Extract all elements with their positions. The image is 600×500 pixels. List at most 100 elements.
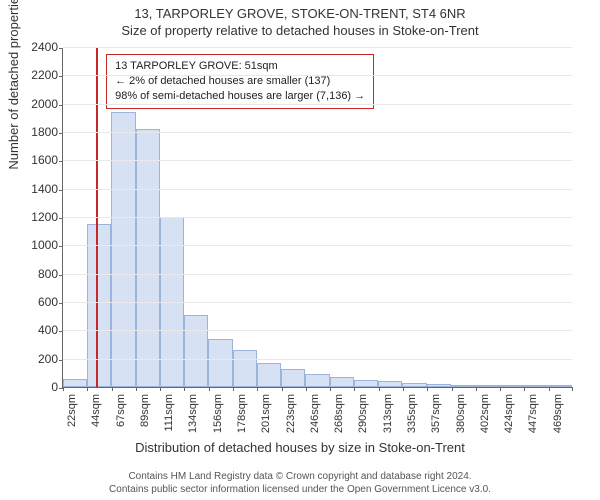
plot-area: 13 TARPORLEY GROVE: 51sqm← 2% of detache…: [62, 48, 572, 388]
gridline: [63, 47, 572, 48]
title-main: 13, TARPORLEY GROVE, STOKE-ON-TRENT, ST4…: [0, 6, 600, 21]
xtick-mark: [572, 387, 573, 391]
bar: [475, 385, 499, 387]
bar: [136, 129, 160, 387]
bar-inner: [111, 112, 135, 387]
chart-container: 13, TARPORLEY GROVE, STOKE-ON-TRENT, ST4…: [0, 0, 600, 500]
bar-inner: [475, 385, 499, 387]
ytick-mark: [59, 105, 63, 106]
bar-inner: [402, 383, 426, 387]
xtick-label: 447sqm: [527, 394, 539, 434]
bar-inner: [63, 379, 87, 388]
bar-inner: [184, 315, 208, 387]
ytick-label: 1600: [8, 153, 58, 167]
xtick-mark: [112, 387, 113, 391]
bar-inner: [136, 129, 160, 387]
callout-box: 13 TARPORLEY GROVE: 51sqm← 2% of detache…: [106, 54, 374, 109]
bar-inner: [330, 377, 354, 387]
callout-line: 13 TARPORLEY GROVE: 51sqm: [115, 59, 365, 74]
xtick-label: 313sqm: [382, 394, 394, 434]
bar-inner: [427, 384, 451, 387]
bar-inner: [257, 363, 281, 387]
ytick-mark: [59, 76, 63, 77]
xtick-label: 201sqm: [260, 394, 272, 434]
xtick-mark: [354, 387, 355, 391]
xtick-mark: [233, 387, 234, 391]
xtick-mark: [427, 387, 428, 391]
xtick-label: 156sqm: [212, 394, 224, 434]
gridline: [63, 132, 572, 133]
bar: [499, 385, 523, 387]
bar-inner: [451, 385, 475, 387]
ytick-mark: [59, 218, 63, 219]
ytick-mark: [59, 246, 63, 247]
xtick-label: 178sqm: [236, 394, 248, 434]
bar-inner: [548, 385, 572, 387]
xtick-mark: [63, 387, 64, 391]
xtick-label: 223sqm: [285, 394, 297, 434]
bar: [354, 380, 378, 387]
ytick-label: 400: [8, 323, 58, 337]
xtick-label: 424sqm: [503, 394, 515, 434]
bar-inner: [281, 369, 305, 387]
xtick-label: 357sqm: [430, 394, 442, 434]
xtick-label: 89sqm: [139, 394, 151, 434]
xtick-mark: [257, 387, 258, 391]
bar: [63, 379, 87, 388]
xtick-label: 111sqm: [163, 394, 175, 434]
bar-inner: [233, 350, 257, 387]
ytick-mark: [59, 48, 63, 49]
ytick-mark: [59, 331, 63, 332]
ytick-mark: [59, 190, 63, 191]
bar: [523, 385, 547, 387]
ytick-mark: [59, 161, 63, 162]
bar: [233, 350, 257, 387]
ytick-mark: [59, 303, 63, 304]
xtick-mark: [452, 387, 453, 391]
xtick-mark: [403, 387, 404, 391]
gridline: [63, 245, 572, 246]
bar: [184, 315, 208, 387]
xtick-label: 134sqm: [187, 394, 199, 434]
ytick-mark: [59, 133, 63, 134]
bar: [330, 377, 354, 387]
ytick-label: 0: [8, 380, 58, 394]
bar-inner: [523, 385, 547, 387]
ytick-label: 1800: [8, 125, 58, 139]
xtick-label: 268sqm: [333, 394, 345, 434]
bar: [305, 374, 329, 387]
bar: [548, 385, 572, 387]
bar: [427, 384, 451, 387]
xtick-mark: [136, 387, 137, 391]
gridline: [63, 189, 572, 190]
xtick-label: 469sqm: [552, 394, 564, 434]
bar-inner: [305, 374, 329, 387]
bar: [378, 381, 402, 387]
bar-inner: [378, 381, 402, 387]
bar: [111, 112, 135, 387]
xtick-mark: [524, 387, 525, 391]
x-axis-label: Distribution of detached houses by size …: [0, 440, 600, 455]
gridline: [63, 274, 572, 275]
xtick-mark: [87, 387, 88, 391]
xtick-mark: [306, 387, 307, 391]
bar: [208, 339, 232, 387]
bar: [451, 385, 475, 387]
ytick-label: 2200: [8, 68, 58, 82]
ytick-label: 1000: [8, 238, 58, 252]
xtick-mark: [500, 387, 501, 391]
xtick-label: 380sqm: [455, 394, 467, 434]
bar: [257, 363, 281, 387]
ytick-label: 1400: [8, 182, 58, 196]
gridline: [63, 160, 572, 161]
xtick-label: 246sqm: [309, 394, 321, 434]
ytick-label: 1200: [8, 210, 58, 224]
xtick-mark: [549, 387, 550, 391]
xtick-mark: [379, 387, 380, 391]
xtick-mark: [282, 387, 283, 391]
bar-inner: [87, 224, 111, 387]
ytick-label: 600: [8, 295, 58, 309]
xtick-label: 290sqm: [357, 394, 369, 434]
ytick-label: 2000: [8, 97, 58, 111]
xtick-label: 402sqm: [479, 394, 491, 434]
